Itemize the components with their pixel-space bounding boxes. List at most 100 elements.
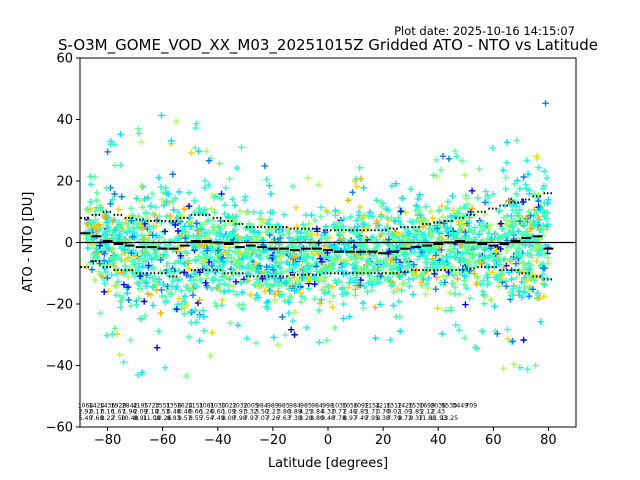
scatter-point [345,242,352,250]
scatter-point [257,209,264,217]
scatter-point [518,278,525,286]
scatter-point [239,301,246,309]
scatter-point [533,247,540,255]
scatter-point [527,225,534,232]
scatter-point [124,283,132,291]
bin-count-label: 1356 [166,402,182,409]
scatter-point [513,190,520,198]
scatter-point [229,228,237,235]
scatter-point [494,330,501,337]
scatter-point [191,256,199,263]
scatter-point [185,333,192,341]
scatter-point [175,295,183,302]
scatter-point [337,236,344,243]
scatter-point [446,289,454,297]
scatter-point [531,191,538,198]
scatter-point [439,258,447,266]
scatter-point [152,253,159,261]
scatter-point [395,298,403,305]
scatter-point [135,130,143,137]
scatter-point [201,258,209,265]
scatter-point [202,279,209,286]
scatter-point [460,221,467,229]
scatter-point [226,276,233,283]
scatter-point [466,267,473,275]
scatter-point [274,341,282,349]
bin-mean-label: 2.53 [156,409,170,416]
scatter-point [161,364,169,371]
scatter-point [274,288,282,295]
scatter-point [185,202,193,210]
scatter-point [101,232,109,240]
scatter-point [435,208,443,215]
scatter-point [426,248,434,256]
scatter-point [475,251,482,259]
scatter-point [285,299,293,306]
scatter-point [231,216,239,224]
scatter-point [461,334,468,342]
scatter-point [256,262,263,269]
scatter-point [210,227,218,234]
scatter-point [135,295,143,302]
bin-mean-label: 1.71 [365,409,379,416]
scatter-point [109,218,117,226]
scatter-point [243,335,250,342]
scatter-point [429,215,436,222]
scatter-point [462,285,470,292]
scatter-point [181,223,188,230]
scatter-point [316,299,324,307]
scatter-point [149,232,156,239]
scatter-point [124,274,132,281]
scatter-point [242,234,249,241]
bin-mean-label: 1.26 [200,409,214,416]
scatter-point [264,298,272,305]
scatter-point [205,157,213,164]
bin-mean-label: 0.02 [387,409,401,416]
scatter-point [322,264,330,272]
scatter-point [96,242,103,249]
scatter-point [197,276,204,284]
bin-mean-label: 2.18 [145,409,159,416]
scatter-point [522,181,529,188]
scatter-point [172,221,179,229]
scatter-point [220,288,228,295]
scatter-point [368,286,375,294]
scatter-point [117,161,125,169]
scatter-point [244,261,252,269]
scatter-point [117,131,124,138]
scatter-point [101,213,108,220]
scatter-point [203,218,210,226]
scatter-point [252,295,259,302]
scatter-point [533,207,540,215]
scatter-point [364,222,372,229]
scatter-point [527,275,534,283]
scatter-point [464,251,471,258]
scatter-point [482,188,489,195]
scatter-point [160,251,167,258]
scatter-point [520,198,527,206]
scatter-point [437,166,445,174]
scatter-point [291,309,299,316]
scatter-point [149,210,157,218]
scatter-point [514,177,521,184]
scatter-point [247,248,254,256]
scatter-point [196,337,203,345]
scatter-point [457,250,465,258]
scatter-point [93,189,100,196]
scatter-point [202,210,210,217]
scatter-point [281,279,289,286]
scatter-point [167,289,175,296]
scatter-point [280,249,287,257]
scatter-point [188,149,195,157]
scatter-point [495,283,502,290]
scatter-point [508,254,516,262]
scatter-point [302,265,309,273]
scatter-point [521,261,529,269]
scatter-point [191,270,199,278]
scatter-point [508,212,515,220]
scatter-point [539,185,547,192]
scatter-point [267,190,275,198]
scatter-point [225,232,232,239]
scatter-point [385,224,393,231]
scatter-point [331,277,339,285]
